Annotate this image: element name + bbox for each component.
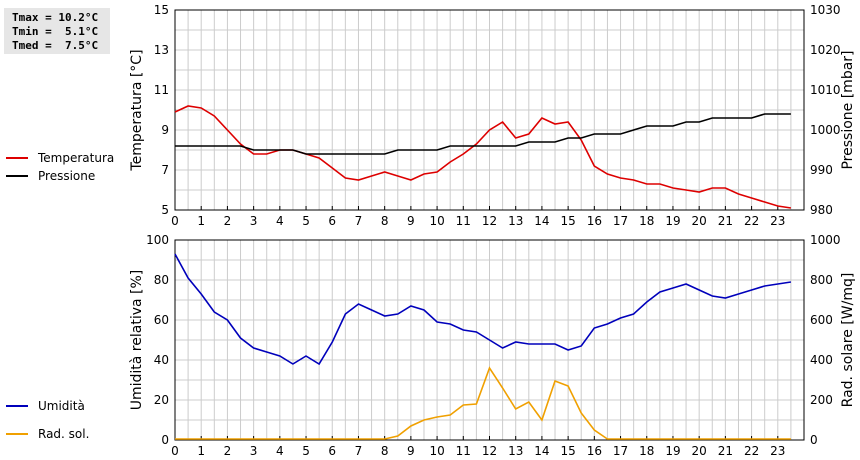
x-tick-label: 17 <box>613 214 628 228</box>
y-right-axis-label: Rad. solare [W/mq] <box>840 273 856 408</box>
x-tick-label: 19 <box>665 214 680 228</box>
x-tick-label: 19 <box>665 444 680 458</box>
y-left-tick-label: 5 <box>161 203 169 217</box>
x-tick-label: 2 <box>224 214 232 228</box>
x-tick-label: 10 <box>429 444 444 458</box>
y-right-tick-label: 800 <box>810 273 833 287</box>
x-tick-label: 21 <box>718 214 733 228</box>
y-right-tick-label: 400 <box>810 353 833 367</box>
x-tick-label: 0 <box>171 444 179 458</box>
y-left-tick-label: 11 <box>154 83 169 97</box>
y-left-tick-label: 100 <box>146 233 169 247</box>
x-tick-label: 13 <box>508 444 523 458</box>
x-tick-label: 15 <box>560 214 575 228</box>
x-tick-label: 17 <box>613 444 628 458</box>
legend-label: Rad. sol. <box>38 427 89 441</box>
y-left-tick-label: 40 <box>154 353 169 367</box>
x-tick-label: 7 <box>355 444 363 458</box>
chart-panel-2: 0 1 2 3 4 5 6 7 8 9 10 11 12 13 14 15 16 17 18 19 20 21 22 2302… <box>6 233 856 458</box>
x-tick-label: 12 <box>482 444 497 458</box>
x-tick-label: 10 <box>429 214 444 228</box>
y-right-tick-label: 980 <box>810 203 833 217</box>
x-tick-label: 15 <box>560 444 575 458</box>
x-tick-label: 3 <box>250 444 258 458</box>
x-tick-label: 8 <box>381 214 389 228</box>
x-tick-label: 6 <box>328 444 336 458</box>
x-tick-label: 4 <box>276 214 284 228</box>
y-right-tick-label: 1000 <box>810 123 841 137</box>
x-tick-label: 8 <box>381 444 389 458</box>
series-line-umidit <box>174 253 792 366</box>
y-left-tick-label: 7 <box>161 163 169 177</box>
y-right-tick-label: 1000 <box>810 233 841 247</box>
tmin-text: Tmin = 5.1°C <box>12 25 99 38</box>
x-tick-label: 12 <box>482 214 497 228</box>
y-right-tick-label: 600 <box>810 313 833 327</box>
x-tick-label: 14 <box>534 214 549 228</box>
y-left-tick-label: 80 <box>154 273 169 287</box>
x-tick-label: 14 <box>534 444 549 458</box>
x-tick-label: 16 <box>587 214 602 228</box>
y-left-tick-label: 60 <box>154 313 169 327</box>
x-tick-label: 22 <box>744 214 759 228</box>
x-tick-label: 11 <box>456 444 471 458</box>
y-right-tick-label: 990 <box>810 163 833 177</box>
y-right-tick-label: 0 <box>810 433 818 447</box>
y-right-tick-label: 1030 <box>810 3 841 17</box>
legend-label: Pressione <box>38 169 95 183</box>
y-left-axis-label: Temperatura [°C] <box>129 49 145 171</box>
x-tick-label: 13 <box>508 214 523 228</box>
tmax-text: Tmax = 10.2°C <box>12 11 99 24</box>
x-tick-label: 22 <box>744 444 759 458</box>
x-tick-label: 23 <box>770 444 785 458</box>
series-line-rad-sol <box>175 366 791 440</box>
y-right-tick-label: 200 <box>810 393 833 407</box>
x-tick-label: 2 <box>224 444 232 458</box>
x-tick-label: 5 <box>302 214 310 228</box>
x-tick-label: 20 <box>692 444 707 458</box>
x-tick-label: 18 <box>639 444 654 458</box>
x-tick-label: 11 <box>456 214 471 228</box>
x-tick-label: 3 <box>250 214 258 228</box>
x-tick-label: 9 <box>407 214 415 228</box>
x-tick-label: 0 <box>171 214 179 228</box>
x-tick-label: 5 <box>302 444 310 458</box>
y-left-tick-label: 0 <box>161 433 169 447</box>
legend-label: Umidità <box>38 399 85 413</box>
x-tick-label: 7 <box>355 214 363 228</box>
y-left-tick-label: 9 <box>161 123 169 137</box>
x-tick-label: 4 <box>276 444 284 458</box>
series-line-pressione <box>175 113 791 155</box>
legend-label: Temperatura <box>37 151 114 165</box>
x-tick-label: 1 <box>197 214 205 228</box>
chart-panel-1: 0 1 2 3 4 5 6 7 8 9 10 11 12 13 14 15 16 17 18 19 20 21 22 2357… <box>6 3 856 228</box>
y-right-tick-label: 1010 <box>810 83 841 97</box>
stats-box: Tmax = 10.2°C Tmin = 5.1°C Tmed = 7.5°C <box>4 8 110 54</box>
x-tick-label: 9 <box>407 444 415 458</box>
x-tick-label: 16 <box>587 444 602 458</box>
x-tick-label: 1 <box>197 444 205 458</box>
x-tick-label: 23 <box>770 214 785 228</box>
x-tick-label: 20 <box>692 214 707 228</box>
y-left-tick-label: 15 <box>154 3 169 17</box>
y-left-tick-label: 20 <box>154 393 169 407</box>
x-tick-label: 6 <box>328 214 336 228</box>
tmed-text: Tmed = 7.5°C <box>12 39 99 52</box>
x-tick-label: 21 <box>718 444 733 458</box>
y-right-axis-label: Pressione [mbar] <box>840 50 856 169</box>
x-tick-label: 18 <box>639 214 654 228</box>
y-right-tick-label: 1020 <box>810 43 841 57</box>
y-left-axis-label: Umidità relativa [%] <box>129 270 145 411</box>
y-left-tick-label: 13 <box>154 43 169 57</box>
